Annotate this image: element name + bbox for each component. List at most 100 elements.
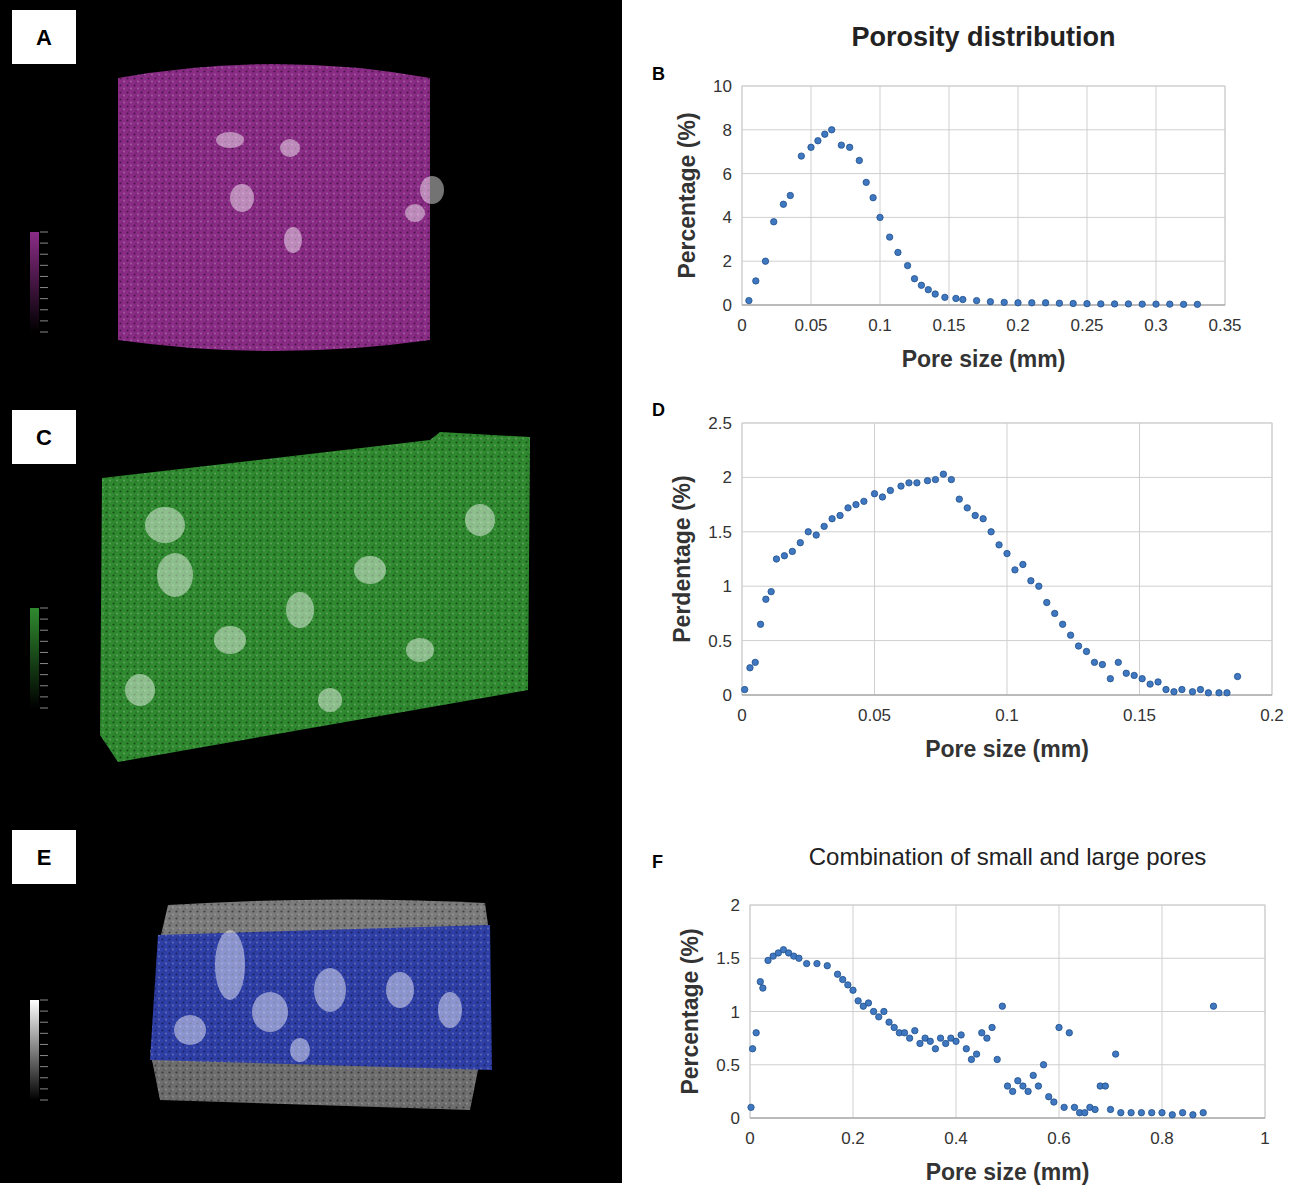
panel-letter: A — [36, 25, 52, 50]
color-bar-tick — [40, 1022, 48, 1023]
color-bar-tick — [40, 663, 48, 664]
data-point — [989, 1024, 995, 1030]
data-point — [1179, 686, 1185, 692]
grid-line — [750, 1011, 1265, 1012]
pore-blob — [215, 930, 245, 1000]
data-point — [940, 471, 946, 477]
data-point — [815, 138, 821, 144]
data-point — [980, 516, 986, 522]
tick-label: 0.25 — [1070, 316, 1103, 335]
data-point — [1052, 610, 1058, 616]
tick-label: 2 — [723, 252, 732, 271]
data-point — [871, 491, 877, 497]
data-point — [1210, 1003, 1216, 1009]
points — [746, 127, 1201, 308]
rendering-texture — [100, 432, 530, 762]
panel-letter-box — [12, 830, 76, 884]
data-point — [798, 153, 804, 159]
data-point — [1128, 1109, 1134, 1115]
tick-label: 0.8 — [1150, 1129, 1174, 1148]
background — [0, 0, 1304, 1197]
tick-label: 0.2 — [841, 1129, 865, 1148]
data-point — [895, 249, 901, 255]
data-point — [1051, 1099, 1057, 1105]
grid-line — [750, 958, 1265, 959]
image-background — [0, 0, 622, 1183]
data-point — [803, 960, 809, 966]
tick-label: 0.3 — [1144, 316, 1168, 335]
grid-line — [874, 423, 875, 695]
data-point — [760, 985, 766, 991]
color-bar-tick — [40, 265, 48, 266]
panel-letter-box — [12, 10, 76, 64]
pore-blob — [284, 227, 302, 253]
grid-line — [1156, 86, 1157, 305]
grid-line — [811, 86, 812, 305]
data-point — [1194, 301, 1200, 307]
grid-line — [1087, 86, 1088, 305]
data-point — [1098, 301, 1104, 307]
data-point — [1056, 1024, 1062, 1030]
grid-line — [949, 86, 950, 305]
data-point — [932, 476, 938, 482]
tick-label: 1.5 — [716, 949, 740, 968]
data-point — [1020, 1083, 1026, 1089]
data-point — [781, 553, 787, 559]
pore-blob — [125, 674, 155, 706]
pore-blob — [405, 204, 425, 222]
pore-blob — [318, 688, 342, 712]
data-point — [904, 262, 910, 268]
data-point — [1234, 673, 1240, 679]
rendering — [30, 432, 530, 762]
color-bar-tick — [40, 1011, 48, 1012]
data-point — [771, 219, 777, 225]
data-point — [805, 529, 811, 535]
data-point — [829, 127, 835, 133]
data-point — [741, 686, 747, 692]
grid-line — [880, 86, 881, 305]
grid-line — [956, 905, 957, 1118]
color-bar-tick — [40, 641, 48, 642]
data-point — [789, 548, 795, 554]
data-point — [1180, 301, 1186, 307]
data-point — [749, 1046, 755, 1052]
pore-blob — [290, 1038, 310, 1062]
grid-line — [750, 905, 751, 1118]
tick-label: 0.05 — [858, 706, 891, 725]
grid-line — [742, 173, 1225, 174]
data-point — [763, 596, 769, 602]
data-point — [953, 1038, 959, 1044]
panel-letter: E — [37, 845, 52, 870]
y-axis-title: Perdentage (%) — [669, 475, 695, 642]
data-point — [886, 1019, 892, 1025]
grid-line — [1059, 905, 1060, 1118]
data-point — [932, 291, 938, 297]
data-point — [1118, 1109, 1124, 1115]
x-axis-title: Pore size (mm) — [902, 346, 1066, 372]
data-point — [1139, 675, 1145, 681]
pore-blob — [314, 968, 346, 1012]
grid-line — [1007, 423, 1008, 695]
data-point — [979, 1030, 985, 1036]
chart-title: Combination of small and large pores — [809, 843, 1207, 870]
data-point — [821, 523, 827, 529]
data-point — [1111, 301, 1117, 307]
data-point — [956, 496, 962, 502]
data-point — [1061, 1104, 1067, 1110]
panel-letter: C — [36, 425, 52, 450]
data-point — [1197, 686, 1203, 692]
rendering-body — [100, 432, 530, 762]
color-bar-tick — [40, 1033, 48, 1034]
grid-line — [750, 1118, 1265, 1119]
tick-label: 0 — [737, 316, 746, 335]
data-point — [773, 556, 779, 562]
data-point — [879, 494, 885, 500]
tick-label: 4 — [723, 208, 732, 227]
data-point — [996, 542, 1002, 548]
data-point — [1125, 301, 1131, 307]
tick-label: 8 — [723, 121, 732, 140]
chart: 024681000.050.10.150.20.250.30.35Pore si… — [652, 22, 1242, 372]
figure: ACE024681000.050.10.150.20.250.30.35Pore… — [0, 0, 1304, 1197]
panel-letter-box — [12, 410, 76, 464]
pore-blob — [214, 626, 246, 654]
